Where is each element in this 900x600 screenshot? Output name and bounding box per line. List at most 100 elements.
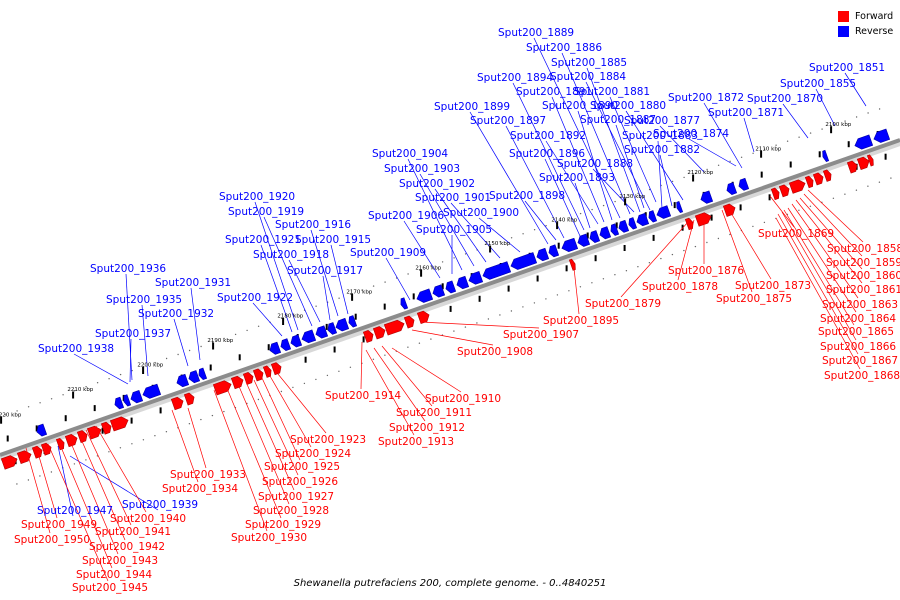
leader-line bbox=[782, 103, 809, 139]
leader-line bbox=[799, 197, 863, 270]
leader-line bbox=[775, 217, 861, 370]
reverse-gene-label: Sput200_1889 bbox=[498, 27, 574, 39]
ruler-dot bbox=[533, 229, 536, 231]
ruler-dot bbox=[188, 349, 191, 352]
ruler-dot bbox=[855, 116, 858, 118]
forward-gene-arrow bbox=[55, 437, 65, 451]
ruler-dot bbox=[338, 370, 340, 372]
reverse-gene-label: Sput200_1918 bbox=[253, 249, 329, 261]
leader-line bbox=[585, 81, 651, 211]
major-tick bbox=[692, 174, 695, 182]
forward-gene-label: Sput200_1926 bbox=[262, 476, 338, 488]
reverse-gene-label: Sput200_1932 bbox=[138, 308, 214, 320]
ruler-dot bbox=[522, 233, 524, 235]
ruler-dot bbox=[441, 261, 444, 263]
ruler-dot bbox=[809, 205, 812, 207]
ruler-dot bbox=[361, 289, 363, 291]
ruler-dot bbox=[292, 386, 294, 389]
ruler-dot bbox=[246, 329, 248, 332]
ruler-dot bbox=[131, 443, 133, 445]
ruler-dot bbox=[614, 274, 616, 276]
forward-gene-label: Sput200_1925 bbox=[264, 461, 340, 473]
forward-gene-label: Sput200_1929 bbox=[245, 519, 321, 531]
ruler-dot bbox=[510, 237, 513, 239]
ruler-dot bbox=[119, 373, 122, 376]
leader-line bbox=[545, 140, 599, 225]
reverse-gene-label: Sput200_1902 bbox=[399, 178, 475, 190]
forward-gene-label: Sput200_1860 bbox=[826, 270, 900, 282]
ruler-dot bbox=[200, 418, 202, 421]
major-tick bbox=[420, 269, 423, 277]
forward-swatch bbox=[838, 11, 849, 22]
leader-line bbox=[574, 182, 591, 229]
ruler-dot bbox=[108, 451, 110, 453]
major-tick bbox=[489, 245, 492, 253]
ruler-dot bbox=[706, 168, 708, 171]
ruler-dot bbox=[763, 221, 766, 224]
reverse-gene-arrow bbox=[873, 128, 891, 143]
leader-line bbox=[419, 321, 540, 329]
forward-gene-arrow bbox=[770, 187, 780, 201]
leader-line bbox=[419, 173, 475, 267]
minor-tick bbox=[623, 245, 626, 251]
ruler-dot bbox=[591, 282, 593, 284]
reverse-gene-arrow bbox=[315, 325, 329, 339]
figure-caption: Shewanella putrefaciens 200, complete ge… bbox=[293, 578, 607, 589]
reverse-gene-arrow bbox=[854, 134, 874, 150]
ruler-dot bbox=[73, 463, 76, 465]
forward-gene-arrow bbox=[568, 258, 576, 271]
reverse-gene-arrow bbox=[628, 217, 638, 230]
ruler-dot bbox=[832, 197, 835, 199]
scale-label: 2190 kbp bbox=[207, 338, 233, 344]
scale-label: 2140 kbp bbox=[551, 218, 577, 224]
minor-tick bbox=[354, 313, 357, 320]
leader-line bbox=[721, 209, 753, 293]
ruler-dot bbox=[188, 423, 191, 425]
reverse-gene-arrow bbox=[416, 288, 434, 303]
leader-line bbox=[450, 202, 501, 259]
reverse-gene-label: Sput200_1920 bbox=[219, 191, 295, 203]
reverse-gene-label: Sput200_1916 bbox=[275, 219, 351, 231]
leader-line bbox=[795, 199, 863, 284]
leader-line bbox=[277, 373, 327, 434]
forward-gene-arrow bbox=[262, 365, 272, 378]
leader-line bbox=[625, 110, 684, 201]
forward-gene-label: Sput200_1875 bbox=[716, 293, 792, 305]
ruler-dot bbox=[867, 112, 869, 114]
ruler-dot bbox=[752, 152, 754, 154]
forward-gene-arrow bbox=[183, 392, 195, 406]
forward-gene-label: Sput200_1868 bbox=[824, 370, 900, 382]
reverse-gene-arrow bbox=[636, 212, 650, 227]
reverse-gene-label: Sput200_1887 bbox=[580, 114, 656, 126]
ruler-dot bbox=[878, 181, 881, 183]
reverse-gene-label: Sput200_1896 bbox=[509, 148, 585, 160]
ruler-dot bbox=[223, 410, 225, 413]
reverse-gene-label: Sput200_1883 bbox=[622, 130, 698, 142]
major-tick bbox=[142, 367, 145, 374]
reverse-gene-arrow bbox=[400, 297, 409, 310]
forward-gene-label: Sput200_1866 bbox=[820, 341, 896, 353]
minor-tick bbox=[130, 417, 133, 424]
leader-line bbox=[403, 220, 441, 279]
ruler-dot bbox=[27, 406, 30, 408]
reverse-gene-label: Sput200_1921 bbox=[225, 234, 301, 246]
leader-line bbox=[787, 207, 857, 313]
reverse-gene-label: Sput200_1905 bbox=[416, 224, 492, 236]
reverse-gene-label: Sput200_1877 bbox=[624, 115, 700, 127]
ruler-dot bbox=[798, 136, 800, 138]
reverse-gene-arrow bbox=[676, 201, 684, 214]
leader-line bbox=[330, 244, 349, 315]
leader-line bbox=[213, 389, 268, 532]
ruler-dot bbox=[648, 188, 651, 191]
ruler-dot bbox=[142, 365, 145, 368]
forward-gene-arrow bbox=[230, 375, 244, 390]
leader-line bbox=[783, 209, 855, 326]
leader-line bbox=[310, 229, 339, 317]
forward-gene-arrow bbox=[383, 319, 405, 336]
reverse-gene-arrow bbox=[188, 370, 201, 384]
forward-gene-label: Sput200_1940 bbox=[110, 513, 186, 525]
reverse-gene-label: Sput200_1922 bbox=[217, 292, 293, 304]
minor-tick bbox=[478, 295, 481, 302]
reverse-gene-arrow bbox=[482, 261, 512, 280]
leader-line bbox=[561, 52, 631, 215]
